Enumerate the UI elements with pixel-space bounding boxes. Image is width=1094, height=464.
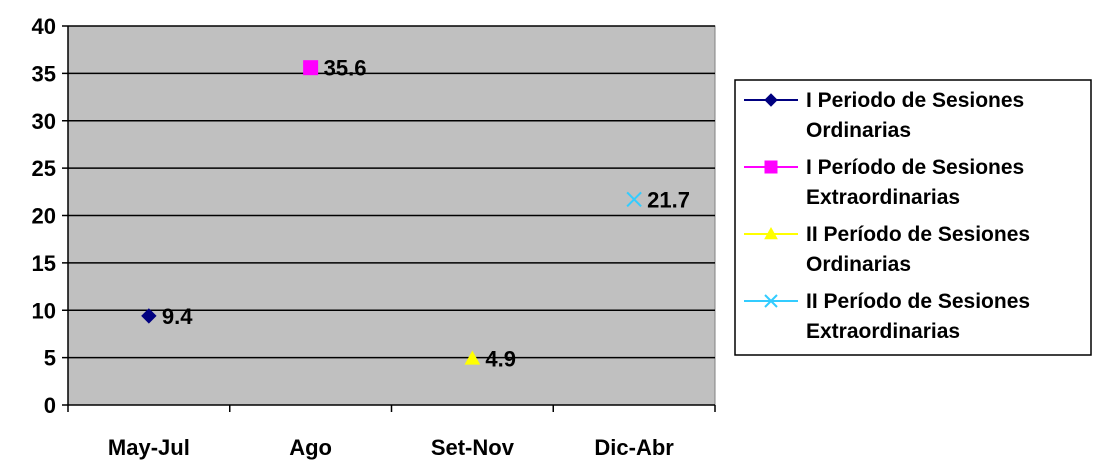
x-tick-label: Dic-Abr [594,435,674,460]
x-axis: May-Jul Ago Set-Nov Dic-Abr [67,404,716,460]
legend-label: II Período de Sesiones [806,290,1030,313]
y-tick-label: 15 [32,251,56,276]
legend-box [734,79,1092,356]
legend-entry: II Período de Sesiones Extraordinarias [744,290,1030,343]
marker-stroke [764,294,778,308]
data-point [141,308,157,324]
data-point [626,191,642,208]
gridlines [68,25,715,359]
y-tick-label: 30 [32,109,56,134]
y-tick-label: 5 [44,346,56,371]
marker-stroke [626,191,642,208]
data-point [464,350,481,365]
legend-label: Extraordinarias [806,186,960,209]
data-points: 9.4 35.6 4.9 21.7 [141,56,690,372]
legend-label: Extraordinarias [806,320,960,343]
legend-entry: II Período de Sesiones Ordinarias [744,223,1030,276]
y-tick-label: 0 [44,393,56,418]
x-tick-label: Ago [289,435,332,460]
legend-label: Ordinarias [806,119,911,142]
y-tick-label: 25 [32,156,56,181]
data-label: 21.7 [647,187,690,212]
legend-marker [764,160,778,174]
data-label: 35.6 [324,56,367,81]
legend-marker [764,226,778,240]
y-tick-label: 20 [32,204,56,229]
legend-marker [764,294,778,308]
y-tick-label: 40 [32,14,56,39]
legend-label: I Periodo de Sesiones [806,89,1024,112]
y-tick-label: 10 [32,298,56,323]
legend-label: Ordinarias [806,253,911,276]
y-axis: 0 5 10 15 20 25 30 35 40 [32,14,69,418]
data-point [303,60,319,76]
x-tick-label: May-Jul [108,435,190,460]
legend-marker [764,93,778,107]
y-tick-label: 35 [32,61,56,86]
legend-entry: I Periodo de Sesiones Ordinarias [744,89,1024,142]
legend-entry: I Período de Sesiones Extraordinarias [744,156,1024,209]
legend-label: I Período de Sesiones [806,156,1024,179]
legend: I Periodo de Sesiones Ordinarias I Período… [734,79,1092,356]
data-label: 4.9 [485,347,516,372]
x-tick-label: Set-Nov [431,435,515,460]
data-label: 9.4 [162,304,193,329]
legend-label: II Período de Sesiones [806,223,1030,246]
